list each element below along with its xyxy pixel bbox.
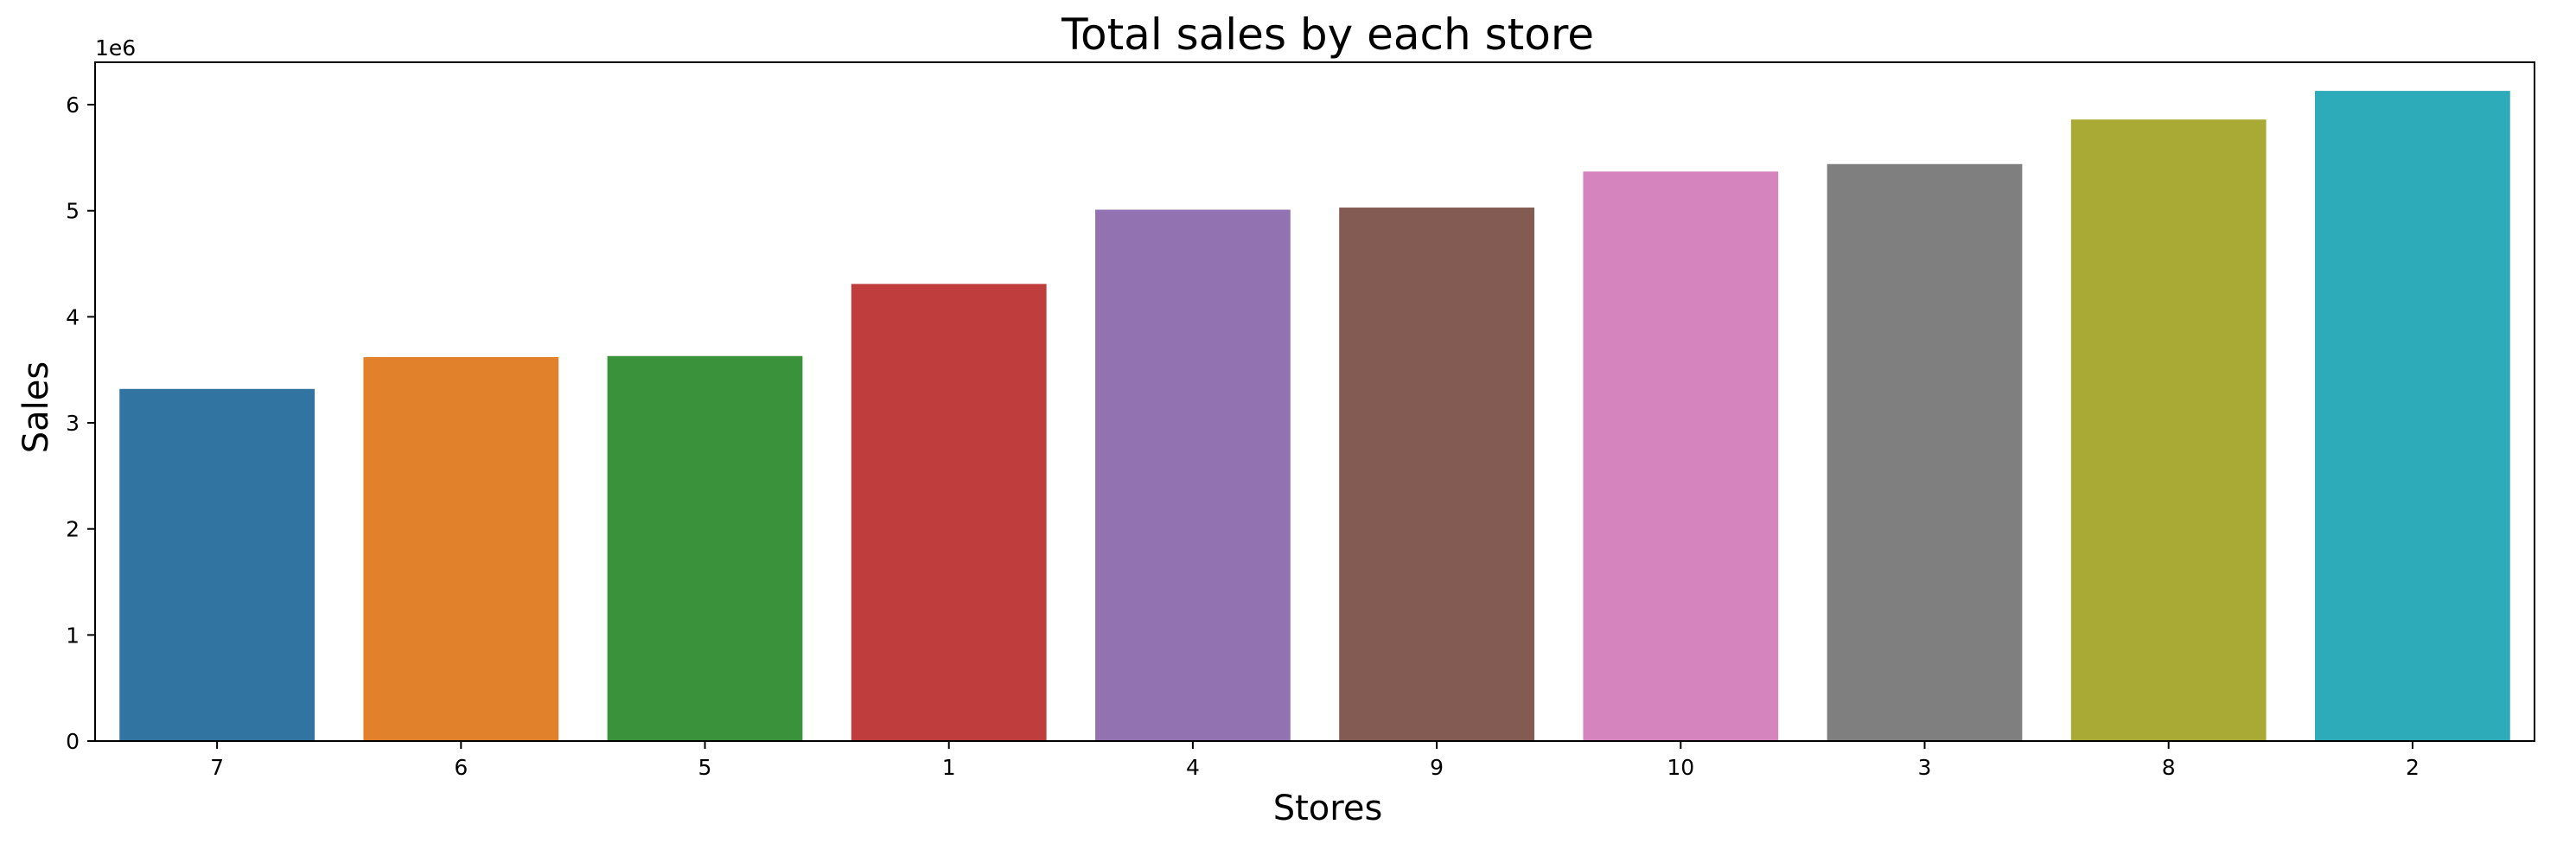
x-tick-label: 10 <box>1667 755 1694 780</box>
y-tick-label: 1 <box>66 623 80 648</box>
x-tick-label: 7 <box>210 755 224 780</box>
bar-store-10 <box>1583 171 1779 741</box>
x-tick-label: 3 <box>1918 755 1932 780</box>
x-tick-label: 8 <box>2162 755 2176 780</box>
bar-store-7 <box>119 388 315 741</box>
bar-store-3 <box>1827 163 2023 741</box>
y-tick-label: 5 <box>66 199 80 224</box>
bar-store-8 <box>2070 119 2267 741</box>
x-tick-label: 1 <box>942 755 956 780</box>
y-tick-label: 0 <box>66 729 80 754</box>
bar-store-1 <box>851 284 1047 741</box>
plot-frame <box>94 61 2535 742</box>
bar-store-4 <box>1095 209 1291 741</box>
x-tick-label: 2 <box>2406 755 2420 780</box>
y-tick-label: 6 <box>66 93 80 118</box>
bar-store-6 <box>363 356 559 741</box>
bar-store-5 <box>607 355 803 741</box>
ticks-group: 7 6 5 1 4 9 10 3 8 2 0 1 2 3 4 5 6 <box>66 93 2420 780</box>
x-tick-label: 9 <box>1430 755 1444 780</box>
x-tick-label: 4 <box>1186 755 1200 780</box>
x-tick-label: 6 <box>454 755 468 780</box>
y-tick-label: 2 <box>66 517 80 542</box>
x-tick-label: 5 <box>698 755 712 780</box>
bar-store-9 <box>1339 208 1534 741</box>
bars-group <box>119 91 2510 741</box>
chart-title: Total sales by each store <box>1061 10 1594 60</box>
y-axis-offset-label: 1e6 <box>95 35 136 61</box>
bar-store-2 <box>2315 91 2510 741</box>
y-axis-label: Sales <box>16 361 56 453</box>
y-tick-label: 4 <box>66 304 80 329</box>
x-axis-label: Stores <box>1273 789 1383 828</box>
y-tick-label: 3 <box>66 411 80 436</box>
